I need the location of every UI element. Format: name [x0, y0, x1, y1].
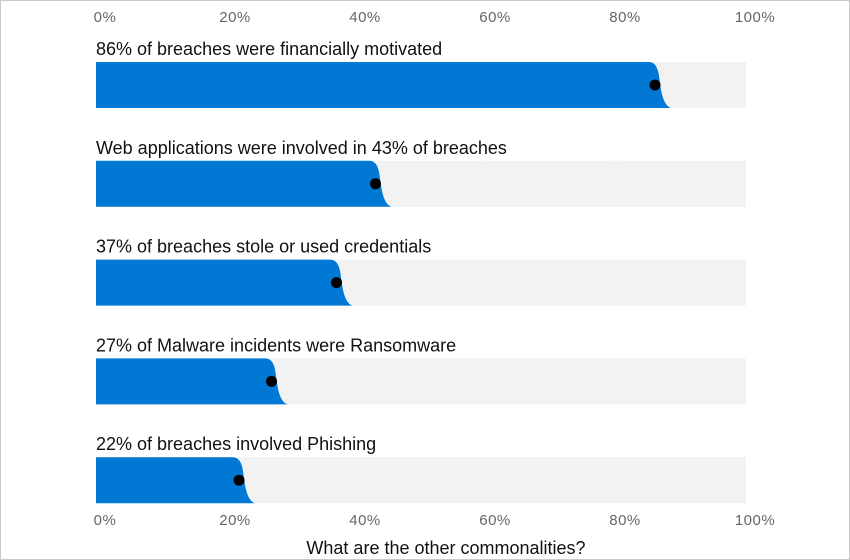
tick-label-bottom: 80% [609, 512, 641, 529]
bar-label: 27% of Malware incidents were Ransomware [96, 335, 456, 355]
tick-label-top: 80% [609, 9, 641, 26]
value-marker [233, 474, 245, 486]
value-marker [370, 178, 381, 190]
bar-row: Web applications were involved in 43% of… [96, 138, 746, 207]
bar [96, 457, 255, 504]
tick-label-top: 100% [735, 9, 775, 26]
x-axis-top-ticks: 0% 20% 40% 60% 80% 100% [94, 9, 775, 26]
bar [96, 160, 392, 207]
bar-label: 86% of breaches were financially motivat… [96, 39, 442, 59]
tick-label-bottom: 20% [219, 512, 251, 529]
bar [96, 62, 671, 108]
bar [96, 358, 288, 405]
value-marker [649, 79, 661, 91]
tick-label-bottom: 100% [735, 512, 775, 529]
value-marker [331, 277, 342, 289]
tick-label-bottom: 0% [94, 512, 117, 529]
bar-row: 86% of breaches were financially motivat… [96, 39, 746, 108]
footer-question: What are the other commonalities? [306, 538, 585, 558]
bar [96, 259, 353, 306]
bar-row: 37% of breaches stole or used credential… [96, 237, 746, 306]
bar-label: 22% of breaches involved Phishing [96, 434, 376, 454]
tick-label-top: 20% [219, 9, 251, 26]
bar-row: 22% of breaches involved Phishing [96, 434, 746, 504]
tick-label-top: 60% [479, 9, 511, 26]
value-marker [266, 375, 277, 387]
x-axis-bottom-ticks: 0% 20% 40% 60% 80% 100% [94, 512, 775, 529]
bar-label: Web applications were involved in 43% of… [96, 138, 507, 158]
gridlines [355, 160, 617, 504]
bar-label: 37% of breaches stole or used credential… [96, 237, 431, 257]
tick-label-bottom: 40% [349, 512, 381, 529]
tick-label-bottom: 60% [479, 512, 511, 529]
bar-row: 27% of Malware incidents were Ransomware [96, 335, 746, 405]
bars: 86% of breaches were financially motivat… [96, 39, 746, 504]
tick-label-top: 40% [349, 9, 381, 26]
tick-label-top: 0% [94, 9, 117, 26]
